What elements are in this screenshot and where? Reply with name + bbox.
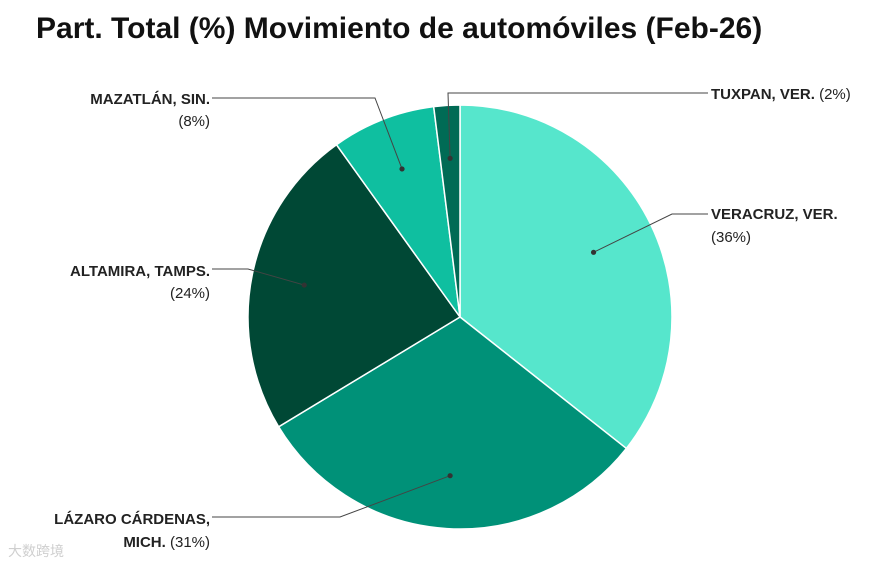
leader-line-1	[212, 475, 451, 518]
pie-slice-4	[432, 104, 461, 318]
leader-line-0	[593, 213, 708, 253]
chart-title: Part. Total (%) Movimiento de automóvile…	[36, 12, 763, 45]
watermark-logo: 大数跨境	[8, 543, 64, 559]
slice-label-tuxpan: TUXPAN, VER. (2%)	[711, 86, 851, 103]
pie-slice-2	[247, 143, 462, 428]
slice-label-lazaro-cardenas-1: LÁZARO CÁRDENAS,	[54, 511, 210, 528]
leader-line-3	[212, 97, 403, 170]
leader-dot-1	[447, 473, 453, 479]
leader-line-4	[447, 92, 708, 159]
leader-lines	[212, 92, 708, 518]
slice-label-mazatlan: MAZATLÁN, SIN.	[90, 91, 210, 108]
slice-label-altamira: ALTAMIRA, TAMPS.	[70, 263, 210, 280]
leader-dot-3	[399, 166, 405, 172]
leader-line-2	[212, 268, 305, 286]
slice-label-lazaro-cardenas-2: MICH. (31%)	[123, 534, 210, 551]
slice-value-altamira: (24%)	[170, 285, 210, 302]
leader-dot-0	[590, 249, 597, 255]
slice-value-mazatlan: (8%)	[178, 113, 210, 130]
slice-label-veracruz: VERACRUZ, VER.	[711, 206, 838, 223]
leader-dot-2	[301, 282, 307, 288]
pie-slice-1	[277, 316, 628, 530]
leader-dot-4	[447, 155, 453, 161]
pie-slices	[247, 104, 673, 530]
slice-value-veracruz: (36%)	[711, 229, 751, 246]
